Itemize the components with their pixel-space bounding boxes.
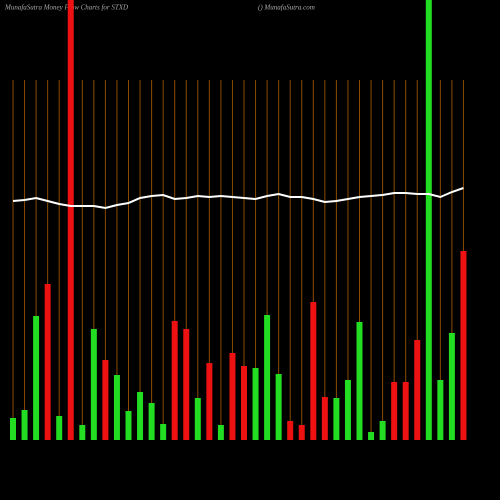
bar: [379, 421, 386, 440]
bar: [275, 374, 282, 440]
bar: [264, 315, 271, 440]
bar: [217, 425, 224, 440]
bar: [194, 398, 201, 440]
bar: [21, 410, 28, 440]
bar: [113, 375, 120, 440]
bar: [67, 0, 74, 440]
bar: [287, 421, 294, 440]
bar: [171, 321, 178, 440]
bar: [344, 380, 351, 440]
bar: [310, 302, 317, 440]
bar: [102, 360, 109, 440]
bar: [460, 251, 467, 440]
bar: [229, 353, 236, 440]
bar: [368, 432, 375, 440]
bar: [206, 363, 213, 440]
bar: [183, 329, 190, 440]
bar: [402, 382, 409, 440]
bar: [241, 366, 247, 440]
bar: [90, 329, 97, 440]
bar: [160, 424, 167, 440]
bar: [437, 380, 444, 440]
bar: [333, 398, 340, 440]
bar: [148, 403, 155, 440]
bar: [414, 340, 421, 440]
bar: [425, 0, 432, 440]
bar: [448, 333, 455, 440]
bar: [137, 392, 144, 440]
bar: [56, 416, 63, 440]
bar: [298, 425, 305, 440]
bar: [33, 316, 40, 440]
bar: [321, 397, 328, 440]
bar: [10, 418, 16, 440]
bar: [252, 368, 259, 440]
chart-title: MunafaSutra Money Flow Charts for STXD: [4, 4, 128, 12]
bar: [391, 382, 398, 440]
money-flow-line: [12, 187, 464, 210]
chart-subtitle: () MunafaSutra.com: [258, 4, 315, 12]
bar: [44, 284, 51, 440]
bar: [125, 411, 132, 440]
bar: [356, 322, 363, 440]
bar: [79, 425, 86, 440]
